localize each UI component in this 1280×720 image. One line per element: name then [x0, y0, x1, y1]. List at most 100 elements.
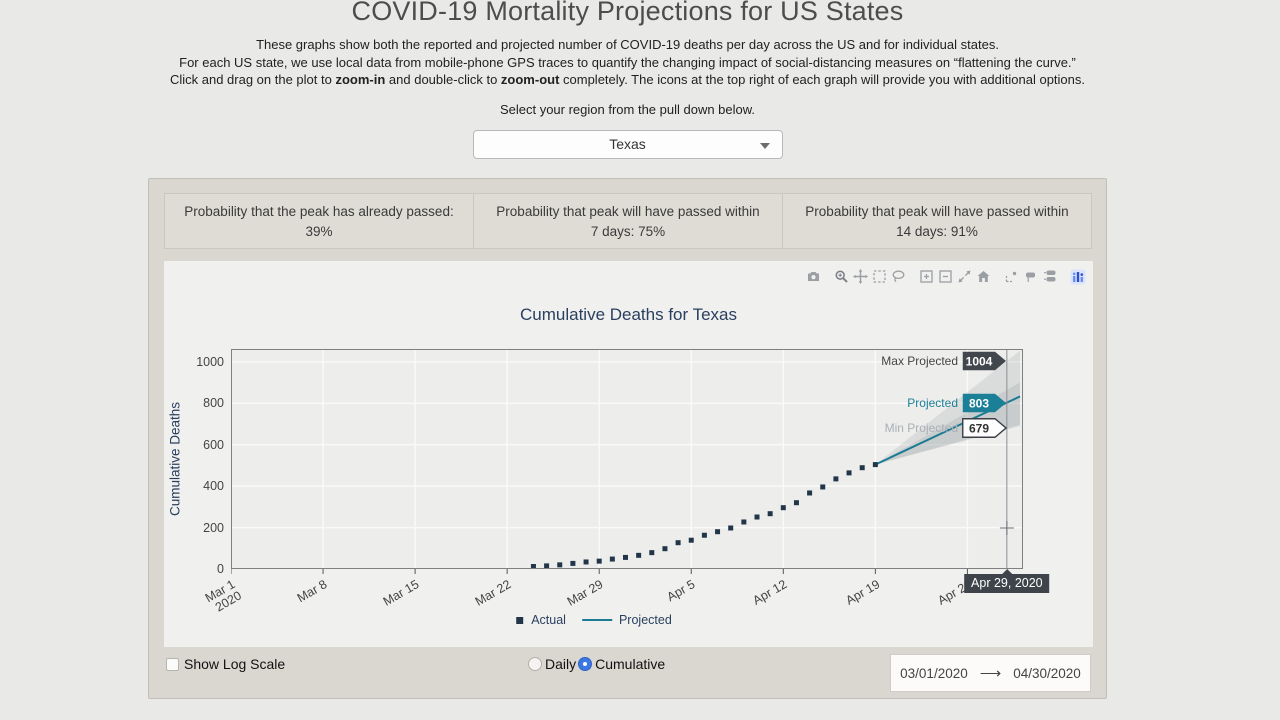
chevron-down-icon [759, 142, 770, 149]
zoom-icon[interactable] [832, 268, 851, 285]
y-tick-label: 800 [203, 396, 224, 411]
actual-point [780, 505, 786, 511]
cumulative-label: Cumulative [595, 656, 666, 672]
zoom-out-icon[interactable] [936, 268, 955, 285]
reset-axes-home-icon[interactable] [974, 268, 993, 285]
stat-peak-7days: Probability that peak will have passed w… [473, 193, 783, 249]
compare-data-on-hover-icon[interactable] [1040, 268, 1059, 285]
zoom-in-icon[interactable] [917, 268, 936, 285]
actual-point [859, 465, 865, 471]
chart-legend[interactable]: Actual Projected [516, 613, 672, 627]
daily-radio-option[interactable]: Daily [528, 656, 576, 672]
stat-value: 39% [305, 224, 333, 239]
arrow-right-icon: ⟶ [979, 665, 1002, 682]
annotation-label: Projected [907, 395, 958, 410]
annotation-dark: Max Projected 1004 [881, 351, 1007, 371]
y-tick-label: 200 [203, 520, 224, 535]
y-tick-label: 0 [217, 562, 224, 576]
actual-point [688, 537, 694, 543]
plot-border [231, 349, 1023, 569]
plot-background [231, 349, 1023, 569]
stat-label: Probability that peak will have passed w… [496, 204, 760, 219]
annotation-label: Min Projected [884, 421, 958, 436]
y-tick-label: 600 [203, 437, 224, 452]
legend-projected-label: Projected [618, 613, 672, 627]
actual-point [636, 552, 642, 558]
x-tick-label: Apr 19 [842, 577, 882, 608]
region-dropdown[interactable]: Texas [472, 129, 783, 159]
mode-radio-group: Daily Cumulative [528, 656, 667, 672]
actual-point [623, 554, 628, 560]
actual-point [662, 546, 668, 552]
box-select-icon[interactable] [870, 268, 889, 285]
actual-point [807, 490, 813, 496]
region-dropdown-value: Texas [609, 135, 646, 152]
legend-projected-marker [581, 619, 612, 621]
actual-point [846, 470, 852, 476]
date-end[interactable]: 04/30/2020 [1013, 665, 1081, 681]
hover-date-tooltip: Apr 29, 2020 [964, 569, 1050, 593]
dashboard-card: Probability that the peak has already pa… [148, 178, 1107, 699]
camera-download-icon[interactable] [804, 268, 823, 285]
actual-point [570, 560, 576, 566]
stat-value: 7 days: 75% [590, 224, 666, 239]
daily-radio[interactable] [528, 657, 542, 671]
actual-point [701, 532, 707, 538]
log-scale-label: Show Log Scale [184, 656, 286, 672]
x-tick-label: Mar 8 [294, 577, 330, 606]
legend-actual-marker [516, 616, 524, 624]
x-tick-label: Apr 5 [664, 577, 698, 605]
actual-point [530, 564, 536, 570]
actual-point [544, 563, 550, 569]
legend-actual-label: Actual [531, 613, 566, 627]
actual-point [741, 519, 747, 525]
x-tick-label: Mar 15 [380, 577, 422, 609]
actual-point [557, 562, 563, 568]
annotation-light: Min Projected 679 [884, 418, 1007, 439]
autoscale-icon[interactable] [955, 268, 974, 285]
x-tick-label: Mar 29 [565, 577, 606, 609]
actual-point [767, 511, 773, 517]
daily-label: Daily [545, 656, 577, 672]
select-prompt: Select your region from the pull down be… [499, 101, 756, 117]
annotation-value-badge: 803 [962, 393, 1006, 412]
svg-text:1004: 1004 [966, 355, 993, 369]
plotly-modebar [795, 268, 1087, 285]
show-log-scale-toggle[interactable]: Show Log Scale [166, 656, 285, 672]
toggle-spike-lines-icon[interactable] [1002, 268, 1021, 285]
y-axis-title: Cumulative Deaths [167, 401, 183, 517]
show-closest-on-hover-icon[interactable] [1021, 268, 1040, 285]
projection-band [875, 350, 1020, 465]
svg-text:679: 679 [969, 422, 989, 436]
y-tick-label: 400 [203, 479, 224, 494]
stat-label: Probability that the peak has already pa… [184, 204, 454, 219]
cumulative-radio-option[interactable]: Cumulative [578, 656, 665, 672]
x-tick-label: Apr 12 [750, 577, 790, 608]
actual-point [715, 529, 721, 535]
plotly-logo-icon[interactable] [1068, 268, 1087, 285]
stat-value: 14 days: 91% [896, 224, 978, 239]
annotation-value-badge: 1004 [962, 351, 1006, 371]
lasso-select-icon[interactable] [889, 268, 908, 285]
actual-point [596, 558, 602, 564]
date-start[interactable]: 03/01/2020 [900, 665, 968, 681]
date-range-picker[interactable]: 03/01/2020 ⟶ 04/30/2020 [890, 654, 1091, 692]
cumulative-radio[interactable] [578, 657, 593, 671]
actual-point [728, 525, 734, 531]
chart-panel: Cumulative Deaths for Texas Cumulative D… [164, 261, 1093, 647]
plot-area[interactable] [231, 349, 1023, 579]
actual-point [820, 484, 826, 490]
stats-row: Probability that the peak has already pa… [164, 193, 1092, 249]
y-tick-label: 1000 [196, 354, 224, 369]
chart-title: Cumulative Deaths for Texas [519, 305, 737, 324]
annotation-value-badge: 679 [962, 418, 1007, 439]
pan-icon[interactable] [851, 268, 870, 285]
x-tick-label: Mar 1 2020 [202, 577, 244, 615]
stat-label: Probability that peak will have passed w… [805, 204, 1069, 219]
svg-text:803: 803 [969, 396, 989, 410]
log-scale-checkbox[interactable] [166, 657, 179, 671]
actual-point [583, 559, 589, 565]
actual-point [793, 500, 799, 506]
actual-point [872, 462, 878, 468]
stat-peak-passed: Probability that the peak has already pa… [164, 193, 474, 249]
